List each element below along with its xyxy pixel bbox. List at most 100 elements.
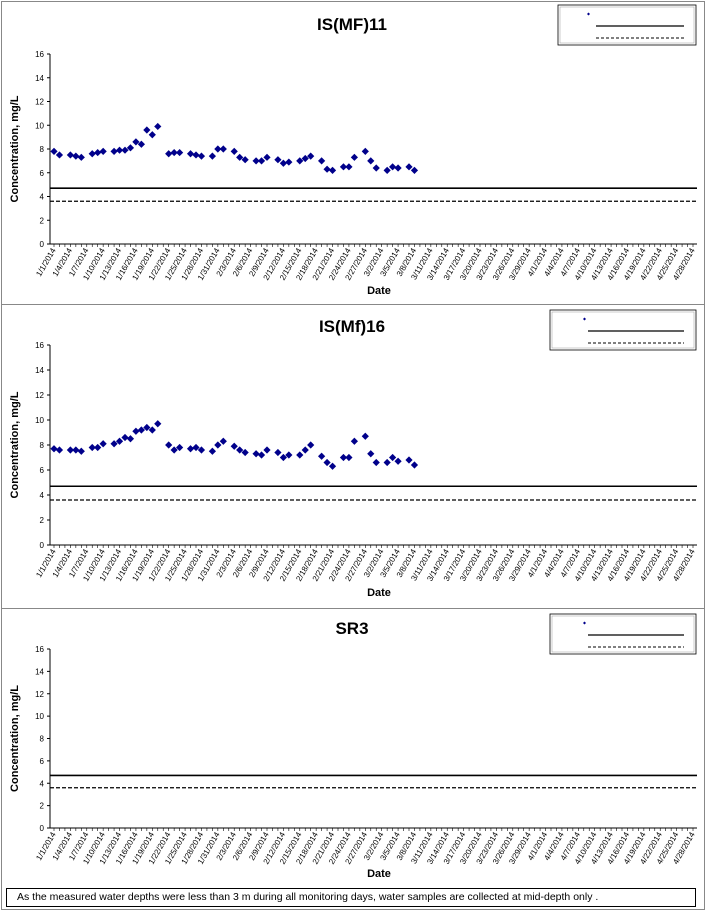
data-point [372,164,380,172]
data-point [77,447,85,455]
y-tick-label: 0 [40,824,45,833]
data-point [115,146,124,154]
data-point [170,148,178,157]
data-point [372,458,380,467]
data-point [99,440,107,448]
data-point [394,164,402,172]
y-tick-label: 10 [35,712,44,721]
data-point [263,446,271,454]
y-tick-label: 16 [35,645,44,654]
data-point [236,446,244,454]
data-point [55,151,64,159]
data-point [219,145,227,153]
data-point [307,152,315,160]
x-axis-label: Date [367,868,391,880]
data-point [323,165,331,173]
legend-box [557,4,697,46]
data-point [126,435,135,443]
data-point [383,458,391,467]
data-point [279,159,287,167]
data-point [72,446,80,454]
data-point [170,446,178,454]
data-point [405,163,413,171]
data-point [94,148,102,157]
legend-box [549,613,697,655]
data-point [186,445,195,453]
chart-panel-2: IS(Mf)16 0 2 4 6 8 10 12 14 16 Concentration, mg/L… [2,305,704,607]
data-point [192,151,200,159]
data-point [126,144,135,152]
legend-marker-symbol [583,621,586,625]
data-point [154,420,162,428]
footnote-text: As the measured water depths were less t… [17,891,599,903]
data-point [301,154,309,163]
data-point [186,150,195,158]
data-point [72,152,80,160]
data-point [148,426,156,434]
data-point [121,433,129,442]
data-point [132,138,140,146]
data-point [285,158,293,166]
data-point [110,440,118,448]
data-point [66,446,74,454]
data-point [230,442,238,450]
data-point [339,453,348,462]
y-tick-label: 4 [40,193,45,202]
data-point [176,443,184,452]
data-point [318,157,326,165]
y-tick-label: 12 [35,391,44,400]
data-point [137,140,145,148]
chart-1-svg: IS(MF)11 0 2 4 6 8 10 12 14 16 Concentration, mg/L… [9,4,697,297]
y-tick-label: 10 [35,121,44,130]
data-point [410,166,419,174]
data-point [279,453,287,462]
data-point [137,426,145,434]
data-point [192,443,200,452]
data-point [94,443,102,452]
data-point [389,163,397,171]
data-point [88,150,96,158]
data-point [154,122,162,131]
legend-marker-symbol [583,317,586,321]
legend-inner-box [559,6,695,44]
chart-title: IS(MF)11 [317,15,387,34]
y-tick-label: 6 [40,466,45,475]
y-tick-label: 10 [35,416,44,425]
data-point [252,450,260,458]
data-point [208,152,216,160]
panel-divider-2 [2,608,704,609]
y-tick-label: 4 [40,491,45,500]
data-point [367,450,375,458]
data-point [241,448,249,457]
legend-box [549,309,697,351]
data-point [165,150,173,158]
data-point [252,157,260,165]
y-tick-label: 2 [40,216,45,225]
legend-marker-symbol [587,12,590,16]
x-axis-label: Date [367,285,391,297]
y-tick-label: 14 [35,74,44,83]
data-point [328,462,337,470]
chart-title: SR3 [335,619,368,638]
data-point [410,461,419,469]
y-tick-label: 8 [40,735,45,744]
data-point [383,166,391,174]
data-point [236,153,244,161]
data-point [339,163,348,171]
data-point [405,456,413,464]
data-point [257,451,266,459]
y-axis-label: Concentration, mg/L [9,685,21,792]
data-point [110,147,118,155]
data-point [197,446,206,454]
data-point [66,151,74,159]
chart-2-svg: IS(Mf)16 0 2 4 6 8 10 12 14 16 Concentration, mg/L… [9,309,697,599]
data-point [394,457,402,465]
data-point [115,437,124,445]
y-tick-label: 0 [40,541,45,550]
data-point [274,448,282,457]
y-tick-label: 2 [40,516,45,525]
data-point [50,147,58,155]
footnote: As the measured water depths were less t… [6,888,696,907]
data-point [350,437,358,445]
